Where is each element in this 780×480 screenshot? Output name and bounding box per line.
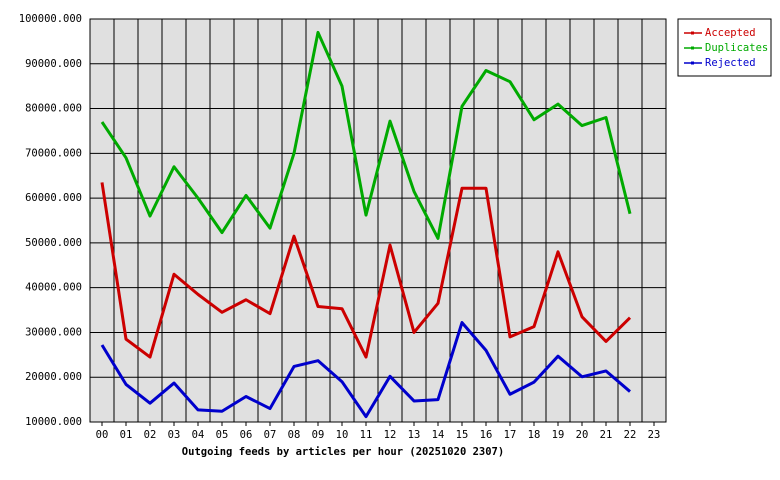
x-tick-label: 00 (96, 429, 109, 441)
x-tick-label: 13 (408, 429, 421, 441)
y-tick-label: 50000.000 (25, 237, 82, 249)
x-tick-label: 08 (288, 429, 301, 441)
y-tick-label: 10000.000 (25, 416, 82, 428)
x-tick-label: 19 (552, 429, 565, 441)
x-tick-label: 07 (264, 429, 277, 441)
legend-marker (691, 61, 694, 65)
series-line (100, 182, 632, 359)
x-tick-label: 17 (504, 429, 517, 441)
x-tick-label: 15 (456, 429, 469, 441)
y-tick-label: 30000.000 (25, 326, 82, 338)
y-tick-label: 70000.000 (25, 147, 82, 159)
y-tick-label: 90000.000 (25, 58, 82, 70)
x-tick-label: 05 (216, 429, 229, 441)
legend-marker (691, 46, 694, 50)
y-tick-label: 20000.000 (25, 371, 82, 383)
x-tick-label: 10 (336, 429, 349, 441)
x-tick-label: 18 (528, 429, 541, 441)
x-tick-label: 12 (384, 429, 397, 441)
x-tick-label: 16 (480, 429, 493, 441)
y-tick-label: 60000.000 (25, 192, 82, 204)
x-tick-label: 09 (312, 429, 325, 441)
series-line (100, 30, 632, 240)
legend-label: Accepted (705, 27, 756, 39)
y-tick-label: 40000.000 (25, 282, 82, 294)
x-tick-label: 11 (360, 429, 373, 441)
y-tick-label: 80000.000 (25, 103, 82, 115)
x-tick-label: 02 (144, 429, 157, 441)
x-tick-label: 06 (240, 429, 253, 441)
x-tick-label: 04 (192, 429, 205, 441)
x-tick-label: 23 (648, 429, 661, 441)
legend-marker (691, 31, 694, 35)
legend-label: Rejected (705, 57, 756, 69)
x-tick-label: 03 (168, 429, 181, 441)
y-tick-label: 100000.000 (19, 13, 82, 25)
legend-label: Duplicates (705, 42, 768, 54)
series-line (100, 321, 631, 419)
chart-title: Outgoing feeds by articles per hour (202… (182, 446, 504, 458)
x-tick-label: 20 (576, 429, 589, 441)
x-tick-label: 22 (624, 429, 637, 441)
x-tick-label: 21 (600, 429, 613, 441)
x-tick-label: 01 (120, 429, 133, 441)
x-tick-label: 14 (432, 429, 445, 441)
